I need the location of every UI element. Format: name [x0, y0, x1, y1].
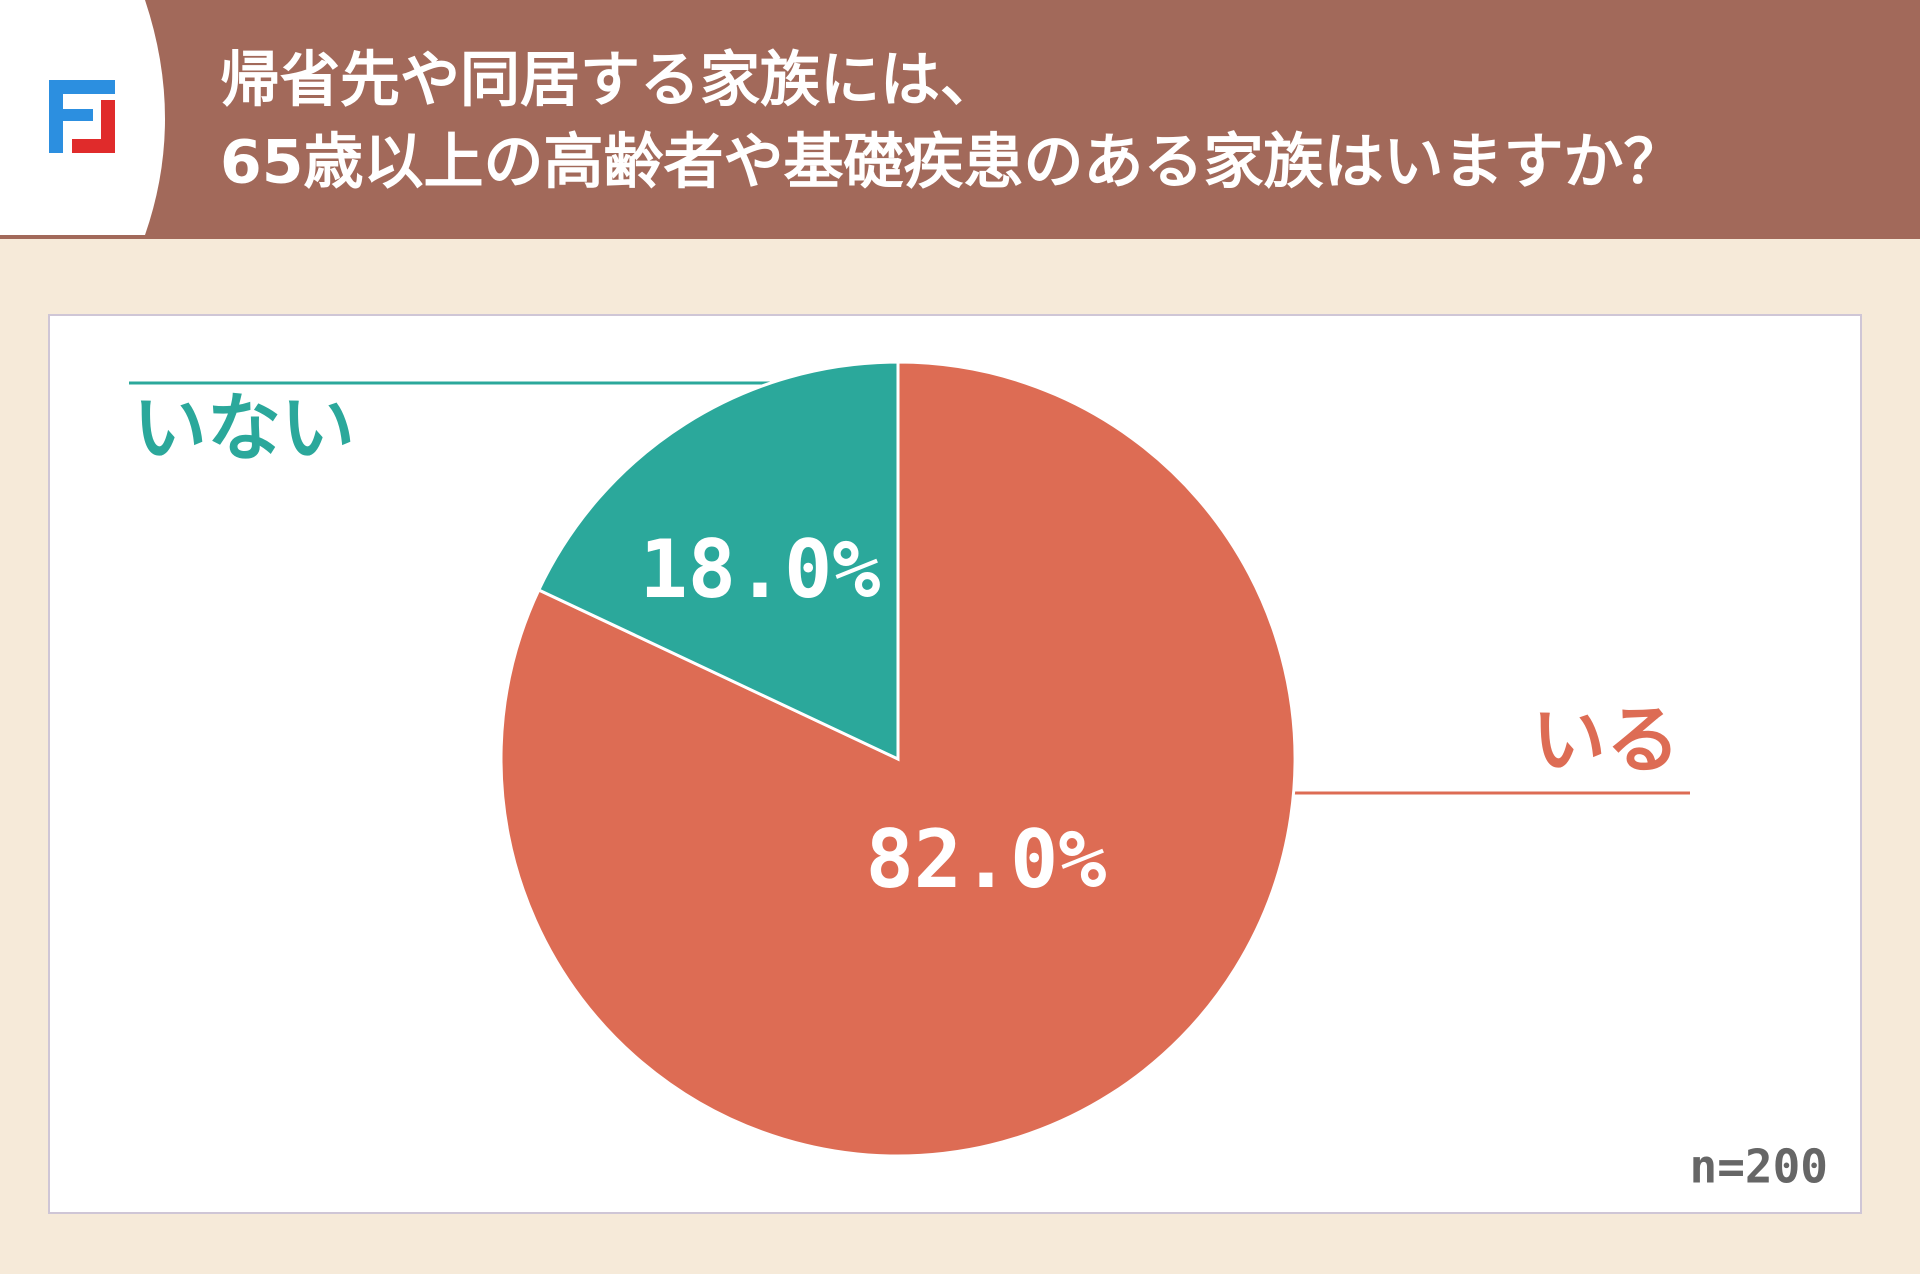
logo-part	[49, 109, 93, 121]
pie-slice	[536, 360, 900, 762]
category-label: いない	[133, 386, 355, 472]
chart-title: 65歳以上の高齢者や基礎疾患のある家族はいますか？	[220, 128, 1684, 198]
sample-size-note: n=200	[1690, 1140, 1828, 1194]
value-label: 82.0%	[866, 813, 1107, 906]
chart-title: 帰省先や同居する家族には、	[220, 46, 1000, 116]
value-label: 18.0%	[640, 523, 881, 616]
category-label: いる	[1532, 698, 1680, 784]
logo-part	[72, 139, 115, 153]
logo	[49, 80, 115, 153]
logo-part	[49, 80, 115, 94]
header-band	[0, 0, 1920, 239]
